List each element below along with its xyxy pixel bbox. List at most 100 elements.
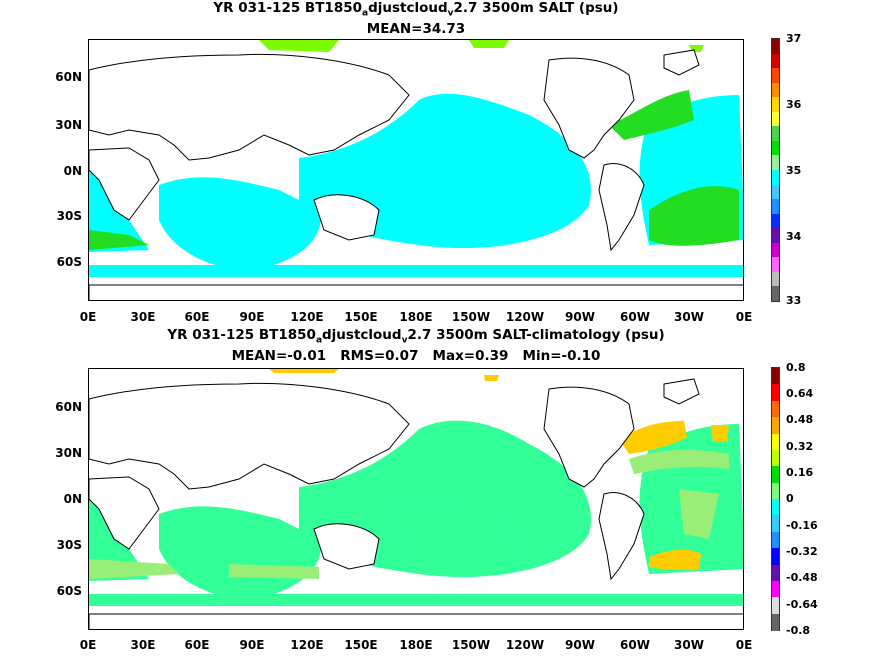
top-lon-label: 30E [130,310,156,324]
colorbar-swatch [772,155,779,171]
bottom-lon-label: 120W [505,638,545,652]
colorbar-swatch [772,515,779,533]
bottom-lon-label: 180E [399,638,433,652]
top-lat-label-30s: 30S [56,209,82,223]
top-lon-label: 120E [290,310,324,324]
bottom-lat-label-60s: 60S [56,584,82,598]
colorbar-swatch [772,39,779,55]
top-atlantic-high-salinity [89,90,739,250]
top-continents [89,49,743,300]
top-lon-label: 90E [239,310,265,324]
colorbar-swatch [772,68,779,84]
top-lon-label: 150E [344,310,378,324]
colorbar-swatch [772,111,779,127]
colorbar-swatch [772,613,779,631]
top-colorbar-label: 37 [786,32,802,45]
bottom-lon-label: 150W [451,638,491,652]
bottom-light-green-bands [89,449,729,579]
bottom-lon-label: 0E [735,638,753,652]
bottom-colorbar-label: -0.16 [786,519,818,532]
top-lon-label: 0E [735,310,753,324]
colorbar-swatch [772,368,779,385]
top-lat-label-0n: 0N [63,164,82,178]
bottom-colorbar-label: 0.16 [786,466,814,479]
colorbar-swatch [772,548,779,565]
colorbar-swatch [772,97,779,113]
colorbar-swatch [772,482,779,500]
bottom-lat-label-0n: 0N [63,492,82,506]
top-lon-label: 30W [674,310,704,324]
bottom-lon-label: 30W [674,638,704,652]
top-lon-label: 120W [505,310,545,324]
colorbar-swatch [772,184,779,200]
bottom-lon-label: 120E [290,638,324,652]
bottom-lon-label: 90W [565,638,595,652]
top-salinity-map [88,39,744,301]
colorbar-swatch [772,199,779,215]
bottom-colorbar-label: -0.48 [786,571,818,584]
colorbar-swatch [772,466,779,484]
top-colorbar-label: 36 [786,98,802,111]
top-colorbar-label: 35 [786,164,802,177]
bottom-map-title: YR 031-125 BT1850adjustcloudv2.7 3500m S… [167,327,665,346]
top-lon-label: 60W [620,310,650,324]
bottom-positive-anomaly [269,369,729,570]
colorbar-swatch [772,580,779,598]
bottom-lat-label-30n: 30N [55,446,82,460]
top-lon-label: 60E [184,310,210,324]
bottom-colorbar [771,367,780,631]
top-colorbar-label: 34 [786,230,802,243]
colorbar-swatch [772,400,779,418]
top-colorbar-label: 33 [786,294,802,307]
bottom-colorbar-label: 0.48 [786,413,814,426]
top-map-stats: MEAN=34.73 [366,21,466,37]
bottom-colorbar-label: 0.32 [786,440,814,453]
top-lat-label-30n: 30N [55,118,82,132]
colorbar-swatch [772,449,779,467]
bottom-lat-label-60n: 60N [55,400,82,414]
top-colorbar [771,38,780,302]
top-lat-label-60s: 60S [56,255,82,269]
colorbar-swatch [772,271,779,287]
colorbar-swatch [772,597,779,615]
top-lon-label: 90W [565,310,595,324]
colorbar-swatch [772,170,779,186]
colorbar-swatch [772,82,779,98]
bottom-lon-label: 90E [239,638,265,652]
bottom-colorbar-label: -0.64 [786,598,818,611]
bottom-lon-label: 30E [130,638,156,652]
bottom-colorbar-label: -0.8 [786,624,811,637]
bottom-continents [89,378,743,629]
bottom-lat-label-30s: 30S [56,538,82,552]
bottom-map-stats: MEAN=-0.01 RMS=0.07 Max=0.39 Min=-0.10 [231,348,601,364]
top-lat-label-60n: 60N [55,70,82,84]
colorbar-swatch [772,433,779,451]
bottom-colorbar-label: 0 [786,492,794,505]
bottom-map-plot [89,369,743,629]
colorbar-swatch [772,257,779,273]
top-map-plot [89,40,743,300]
top-arctic-patches [259,40,704,52]
colorbar-swatch [772,126,779,142]
top-lon-label: 180E [399,310,433,324]
bottom-lon-label: 60E [184,638,210,652]
bottom-anomaly-map [88,368,744,630]
colorbar-swatch [772,213,779,229]
colorbar-swatch [772,242,779,258]
colorbar-swatch [772,286,779,302]
colorbar-swatch [772,564,779,582]
bottom-lon-label: 60W [620,638,650,652]
bottom-colorbar-label: -0.32 [786,545,818,558]
colorbar-swatch [772,531,779,549]
colorbar-swatch [772,417,779,434]
colorbar-swatch [772,140,779,156]
colorbar-swatch [772,228,779,244]
bottom-lon-label: 0E [79,638,97,652]
top-map-title: YR 031-125 BT1850adjustcloudv2.7 3500m S… [213,0,619,19]
colorbar-swatch [772,499,779,516]
colorbar-swatch [772,53,779,69]
colorbar-swatch [772,384,779,402]
top-lon-label: 150W [451,310,491,324]
bottom-lon-label: 150E [344,638,378,652]
bottom-colorbar-label: 0.8 [786,361,806,374]
